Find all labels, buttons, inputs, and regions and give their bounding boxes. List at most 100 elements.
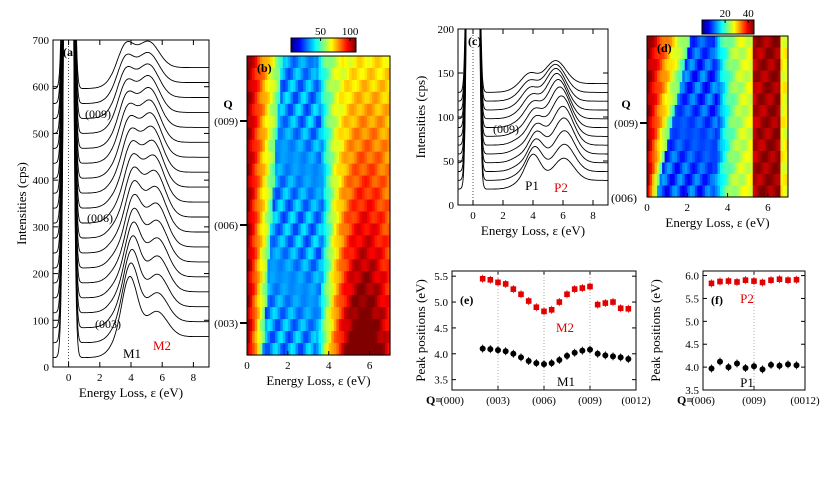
- heatmap-cell: [785, 105, 789, 118]
- data-point: [556, 356, 563, 363]
- y-tick-label: 300: [33, 222, 50, 234]
- heatmap-cell: [384, 151, 389, 165]
- heatmap-cell: [247, 271, 251, 284]
- heatmap-cell: [687, 128, 691, 141]
- colorbar-segment: [323, 38, 326, 52]
- scatter-frame-f: [702, 270, 806, 391]
- heatmap-cell: [308, 247, 312, 260]
- heatmap-cell: [382, 223, 386, 236]
- colorbar-segment: [328, 38, 331, 52]
- heatmap-cell: [310, 139, 314, 153]
- heatmap-cell: [694, 174, 698, 187]
- panel-label: (d): [657, 41, 672, 55]
- heatmap-cell: [667, 185, 671, 198]
- heatmap-cell: [727, 105, 731, 118]
- heatmap-cell: [382, 331, 386, 344]
- heatmap-cell: [354, 259, 358, 272]
- heatmap-cell: [346, 79, 350, 93]
- heatmap-cell: [377, 283, 381, 296]
- heatmap-cell: [782, 185, 787, 198]
- heatmap-cell: [280, 295, 284, 308]
- heatmap-cell: [356, 175, 360, 189]
- heatmap-cell: [377, 79, 381, 93]
- heatmap-cell: [247, 56, 251, 69]
- heatmap-cell: [767, 105, 771, 118]
- heatmap-cell: [679, 128, 683, 141]
- heatmap-cell: [765, 139, 769, 152]
- y-tick-label: 5.5: [685, 293, 699, 305]
- heatmap-cell: [315, 331, 320, 344]
- heatmap-cell: [292, 163, 297, 177]
- heatmap-cell: [349, 163, 353, 177]
- heatmap-cell: [687, 105, 691, 118]
- spectra-group: [53, 40, 209, 359]
- heatmap-cell: [757, 36, 761, 49]
- colorbar-segment: [725, 20, 727, 34]
- heatmap-cell: [292, 56, 297, 69]
- heatmap-cell: [275, 331, 279, 344]
- heatmap-cell: [264, 319, 269, 332]
- heatmap-cell: [727, 59, 731, 72]
- heatmap-cell: [267, 199, 271, 213]
- heatmap-cell: [318, 139, 322, 153]
- heatmap-cell: [264, 343, 269, 356]
- heatmap-cell: [377, 115, 381, 129]
- heatmap-cell: [354, 139, 358, 153]
- heatmap-cell: [346, 319, 350, 332]
- heatmap-cell: [310, 91, 314, 105]
- heatmap-cell: [704, 105, 709, 118]
- heatmap-cell: [275, 79, 279, 93]
- heatmap-cell: [712, 128, 716, 141]
- heatmap-cell: [709, 174, 714, 187]
- colorbar-segment: [717, 20, 719, 34]
- heatmap-cell: [760, 151, 764, 164]
- heatmap-cell: [264, 283, 269, 296]
- heatmap-cell: [344, 127, 348, 141]
- heatmap-cell: [372, 247, 376, 260]
- heatmap-cell: [318, 343, 322, 356]
- heatmap-cell: [770, 128, 774, 141]
- heatmap-cell: [662, 93, 666, 106]
- heatmap-cell: [750, 105, 754, 118]
- heatmap-cell: [377, 319, 381, 332]
- heatmap-cell: [287, 319, 292, 332]
- heatmap-cell: [364, 283, 368, 296]
- heatmap-cell: [785, 174, 789, 187]
- heatmap-cell: [387, 151, 391, 165]
- heatmap-cell: [664, 59, 668, 72]
- heatmap-cell: [725, 82, 729, 95]
- heatmap-cell: [344, 103, 348, 117]
- heatmap-cell: [262, 295, 266, 308]
- heatmap-cell: [697, 174, 701, 187]
- data-point: [759, 279, 766, 286]
- heatmap-cell: [727, 139, 731, 152]
- heatmap-cell: [310, 151, 314, 165]
- heatmap-cell: [785, 162, 789, 175]
- heatmap-cell: [346, 247, 350, 260]
- heatmap-cell: [321, 295, 325, 308]
- heatmap-cell: [249, 67, 253, 81]
- heatmap-cell: [687, 151, 691, 164]
- heatmap-cell: [262, 151, 266, 165]
- heatmap-cell: [702, 116, 706, 129]
- heatmap-cell: [287, 79, 292, 93]
- colorbar-segment: [744, 20, 746, 34]
- heatmap-cell: [747, 82, 751, 95]
- heatmap-cell: [714, 151, 719, 164]
- heatmap-cell: [762, 139, 766, 152]
- heatmap-cell: [692, 162, 696, 175]
- colorbar-segment: [349, 38, 352, 52]
- heatmap-cell: [298, 151, 302, 165]
- heatmap-cell: [667, 47, 671, 60]
- heatmap-cell: [379, 247, 383, 260]
- heatmap-cell: [679, 116, 683, 129]
- heatmap-cell: [379, 91, 383, 105]
- heatmap-cell: [770, 93, 774, 106]
- heatmap-cell: [755, 47, 759, 60]
- heatmap-cell: [367, 331, 371, 344]
- y-tick-label: 0: [44, 362, 50, 374]
- heatmap-cell: [323, 271, 327, 284]
- heatmap-cell: [275, 67, 279, 81]
- heatmap-cell: [662, 47, 666, 60]
- heatmap-cell: [269, 103, 274, 117]
